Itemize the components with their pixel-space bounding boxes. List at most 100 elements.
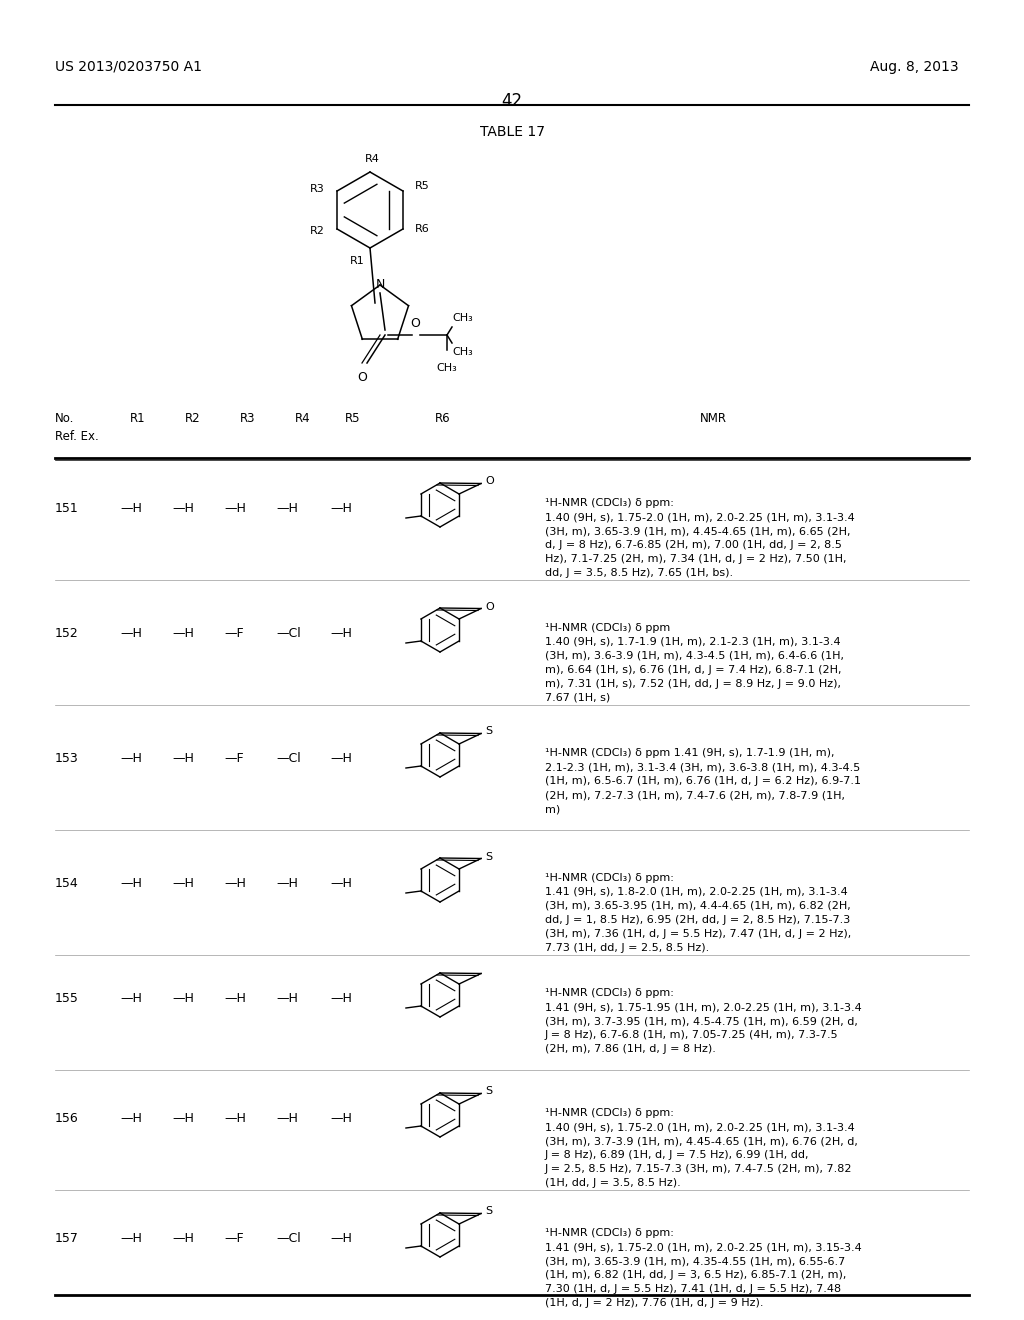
Text: 156: 156: [55, 1111, 79, 1125]
Text: (1H, m), 6.5-6.7 (1H, m), 6.76 (1H, d, J = 6.2 Hz), 6.9-7.1: (1H, m), 6.5-6.7 (1H, m), 6.76 (1H, d, J…: [545, 776, 861, 785]
Text: 155: 155: [55, 993, 79, 1005]
Text: ¹H-NMR (CDCl₃) δ ppm:: ¹H-NMR (CDCl₃) δ ppm:: [545, 1107, 674, 1118]
Text: R3: R3: [240, 412, 256, 425]
Text: 42: 42: [502, 92, 522, 110]
Text: (2H, m), 7.86 (1H, d, J = 8 Hz).: (2H, m), 7.86 (1H, d, J = 8 Hz).: [545, 1044, 716, 1053]
Text: R1: R1: [350, 256, 365, 267]
Text: —H: —H: [172, 627, 194, 640]
Text: 1.41 (9H, s), 1.75-2.0 (1H, m), 2.0-2.25 (1H, m), 3.15-3.4: 1.41 (9H, s), 1.75-2.0 (1H, m), 2.0-2.25…: [545, 1242, 862, 1251]
Text: R6: R6: [415, 224, 430, 234]
Text: —H: —H: [224, 1111, 246, 1125]
Text: 153: 153: [55, 752, 79, 766]
Text: O: O: [485, 602, 494, 611]
Text: 1.41 (9H, s), 1.8-2.0 (1H, m), 2.0-2.25 (1H, m), 3.1-3.4: 1.41 (9H, s), 1.8-2.0 (1H, m), 2.0-2.25 …: [545, 887, 848, 898]
Text: dd, J = 1, 8.5 Hz), 6.95 (2H, dd, J = 2, 8.5 Hz), 7.15-7.3: dd, J = 1, 8.5 Hz), 6.95 (2H, dd, J = 2,…: [545, 915, 850, 925]
Text: m), 7.31 (1H, s), 7.52 (1H, dd, J = 8.9 Hz, J = 9.0 Hz),: m), 7.31 (1H, s), 7.52 (1H, dd, J = 8.9 …: [545, 678, 841, 689]
Text: 1.40 (9H, s), 1.7-1.9 (1H, m), 2.1-2.3 (1H, m), 3.1-3.4: 1.40 (9H, s), 1.7-1.9 (1H, m), 2.1-2.3 (…: [545, 638, 841, 647]
Text: O: O: [357, 371, 367, 384]
Text: —H: —H: [276, 502, 298, 515]
Text: —H: —H: [120, 1232, 142, 1245]
Text: R4: R4: [295, 412, 310, 425]
Text: —H: —H: [172, 1111, 194, 1125]
Text: R2: R2: [185, 412, 201, 425]
Text: —H: —H: [224, 502, 246, 515]
Text: 157: 157: [55, 1232, 79, 1245]
Text: —H: —H: [120, 752, 142, 766]
Text: No.: No.: [55, 412, 75, 425]
Text: —H: —H: [172, 993, 194, 1005]
Text: R5: R5: [415, 181, 430, 191]
Text: R4: R4: [365, 154, 380, 164]
Text: (3H, m), 3.65-3.95 (1H, m), 4.4-4.65 (1H, m), 6.82 (2H,: (3H, m), 3.65-3.95 (1H, m), 4.4-4.65 (1H…: [545, 902, 851, 911]
Text: O: O: [410, 317, 420, 330]
Text: —H: —H: [224, 876, 246, 890]
Text: m), 6.64 (1H, s), 6.76 (1H, d, J = 7.4 Hz), 6.8-7.1 (2H,: m), 6.64 (1H, s), 6.76 (1H, d, J = 7.4 H…: [545, 665, 842, 675]
Text: R5: R5: [345, 412, 360, 425]
Text: —H: —H: [120, 627, 142, 640]
Text: —H: —H: [330, 752, 352, 766]
Text: J = 8 Hz), 6.89 (1H, d, J = 7.5 Hz), 6.99 (1H, dd,: J = 8 Hz), 6.89 (1H, d, J = 7.5 Hz), 6.9…: [545, 1150, 810, 1160]
Text: —H: —H: [224, 993, 246, 1005]
Text: —H: —H: [172, 1232, 194, 1245]
Text: ¹H-NMR (CDCl₃) δ ppm:: ¹H-NMR (CDCl₃) δ ppm:: [545, 498, 674, 508]
Text: NMR: NMR: [700, 412, 727, 425]
Text: —H: —H: [330, 1111, 352, 1125]
Text: ¹H-NMR (CDCl₃) δ ppm: ¹H-NMR (CDCl₃) δ ppm: [545, 623, 671, 634]
Text: (2H, m), 7.2-7.3 (1H, m), 7.4-7.6 (2H, m), 7.8-7.9 (1H,: (2H, m), 7.2-7.3 (1H, m), 7.4-7.6 (2H, m…: [545, 789, 845, 800]
Text: —Cl: —Cl: [276, 752, 301, 766]
Text: m): m): [545, 804, 560, 814]
Text: 1.40 (9H, s), 1.75-2.0 (1H, m), 2.0-2.25 (1H, m), 3.1-3.4: 1.40 (9H, s), 1.75-2.0 (1H, m), 2.0-2.25…: [545, 1122, 855, 1133]
Text: —F: —F: [224, 1232, 244, 1245]
Text: (3H, m), 7.36 (1H, d, J = 5.5 Hz), 7.47 (1H, d, J = 2 Hz),: (3H, m), 7.36 (1H, d, J = 5.5 Hz), 7.47 …: [545, 929, 851, 939]
Text: US 2013/0203750 A1: US 2013/0203750 A1: [55, 59, 202, 74]
Text: CH₃: CH₃: [436, 363, 458, 374]
Text: ¹H-NMR (CDCl₃) δ ppm:: ¹H-NMR (CDCl₃) δ ppm:: [545, 873, 674, 883]
Text: 7.67 (1H, s): 7.67 (1H, s): [545, 693, 610, 704]
Text: —H: —H: [276, 993, 298, 1005]
Text: 2.1-2.3 (1H, m), 3.1-3.4 (3H, m), 3.6-3.8 (1H, m), 4.3-4.5: 2.1-2.3 (1H, m), 3.1-3.4 (3H, m), 3.6-3.…: [545, 762, 860, 772]
Text: R3: R3: [310, 183, 325, 194]
Text: (1H, d, J = 2 Hz), 7.76 (1H, d, J = 9 Hz).: (1H, d, J = 2 Hz), 7.76 (1H, d, J = 9 Hz…: [545, 1298, 764, 1308]
Text: S: S: [485, 726, 493, 737]
Text: (3H, m), 3.65-3.9 (1H, m), 4.35-4.55 (1H, m), 6.55-6.7: (3H, m), 3.65-3.9 (1H, m), 4.35-4.55 (1H…: [545, 1257, 845, 1266]
Text: —Cl: —Cl: [276, 1232, 301, 1245]
Text: dd, J = 3.5, 8.5 Hz), 7.65 (1H, bs).: dd, J = 3.5, 8.5 Hz), 7.65 (1H, bs).: [545, 568, 733, 578]
Text: 151: 151: [55, 502, 79, 515]
Text: 154: 154: [55, 876, 79, 890]
Text: —H: —H: [330, 627, 352, 640]
Text: N: N: [376, 279, 385, 292]
Text: S: S: [485, 851, 493, 862]
Text: S: S: [485, 1206, 493, 1217]
Text: 1.41 (9H, s), 1.75-1.95 (1H, m), 2.0-2.25 (1H, m), 3.1-3.4: 1.41 (9H, s), 1.75-1.95 (1H, m), 2.0-2.2…: [545, 1002, 862, 1012]
Text: —Cl: —Cl: [276, 627, 301, 640]
Text: —H: —H: [120, 993, 142, 1005]
Text: (1H, m), 6.82 (1H, dd, J = 3, 6.5 Hz), 6.85-7.1 (2H, m),: (1H, m), 6.82 (1H, dd, J = 3, 6.5 Hz), 6…: [545, 1270, 847, 1280]
Text: —H: —H: [330, 502, 352, 515]
Text: 1.40 (9H, s), 1.75-2.0 (1H, m), 2.0-2.25 (1H, m), 3.1-3.4: 1.40 (9H, s), 1.75-2.0 (1H, m), 2.0-2.25…: [545, 512, 855, 521]
Text: —F: —F: [224, 627, 244, 640]
Text: —H: —H: [120, 502, 142, 515]
Text: 7.30 (1H, d, J = 5.5 Hz), 7.41 (1H, d, J = 5.5 Hz), 7.48: 7.30 (1H, d, J = 5.5 Hz), 7.41 (1H, d, J…: [545, 1284, 841, 1294]
Text: —H: —H: [172, 752, 194, 766]
Text: —H: —H: [120, 876, 142, 890]
Text: —H: —H: [172, 876, 194, 890]
Text: (3H, m), 3.65-3.9 (1H, m), 4.45-4.65 (1H, m), 6.65 (2H,: (3H, m), 3.65-3.9 (1H, m), 4.45-4.65 (1H…: [545, 525, 851, 536]
Text: d, J = 8 Hz), 6.7-6.85 (2H, m), 7.00 (1H, dd, J = 2, 8.5: d, J = 8 Hz), 6.7-6.85 (2H, m), 7.00 (1H…: [545, 540, 842, 550]
Text: Aug. 8, 2013: Aug. 8, 2013: [870, 59, 958, 74]
Text: Hz), 7.1-7.25 (2H, m), 7.34 (1H, d, J = 2 Hz), 7.50 (1H,: Hz), 7.1-7.25 (2H, m), 7.34 (1H, d, J = …: [545, 554, 847, 564]
Text: CH₃: CH₃: [452, 313, 473, 323]
Text: —H: —H: [330, 1232, 352, 1245]
Text: CH₃: CH₃: [452, 347, 473, 356]
Text: 7.73 (1H, dd, J = 2.5, 8.5 Hz).: 7.73 (1H, dd, J = 2.5, 8.5 Hz).: [545, 942, 710, 953]
Text: —H: —H: [330, 876, 352, 890]
Text: S: S: [485, 1086, 493, 1097]
Text: ¹H-NMR (CDCl₃) δ ppm 1.41 (9H, s), 1.7-1.9 (1H, m),: ¹H-NMR (CDCl₃) δ ppm 1.41 (9H, s), 1.7-1…: [545, 748, 835, 758]
Text: (3H, m), 3.7-3.9 (1H, m), 4.45-4.65 (1H, m), 6.76 (2H, d,: (3H, m), 3.7-3.9 (1H, m), 4.45-4.65 (1H,…: [545, 1137, 858, 1146]
Text: R6: R6: [435, 412, 451, 425]
Text: O: O: [485, 477, 494, 487]
Text: —H: —H: [172, 502, 194, 515]
Text: (3H, m), 3.6-3.9 (1H, m), 4.3-4.5 (1H, m), 6.4-6.6 (1H,: (3H, m), 3.6-3.9 (1H, m), 4.3-4.5 (1H, m…: [545, 651, 844, 661]
Text: TABLE 17: TABLE 17: [479, 125, 545, 139]
Text: J = 2.5, 8.5 Hz), 7.15-7.3 (3H, m), 7.4-7.5 (2H, m), 7.82: J = 2.5, 8.5 Hz), 7.15-7.3 (3H, m), 7.4-…: [545, 1164, 853, 1173]
Text: J = 8 Hz), 6.7-6.8 (1H, m), 7.05-7.25 (4H, m), 7.3-7.5: J = 8 Hz), 6.7-6.8 (1H, m), 7.05-7.25 (4…: [545, 1030, 839, 1040]
